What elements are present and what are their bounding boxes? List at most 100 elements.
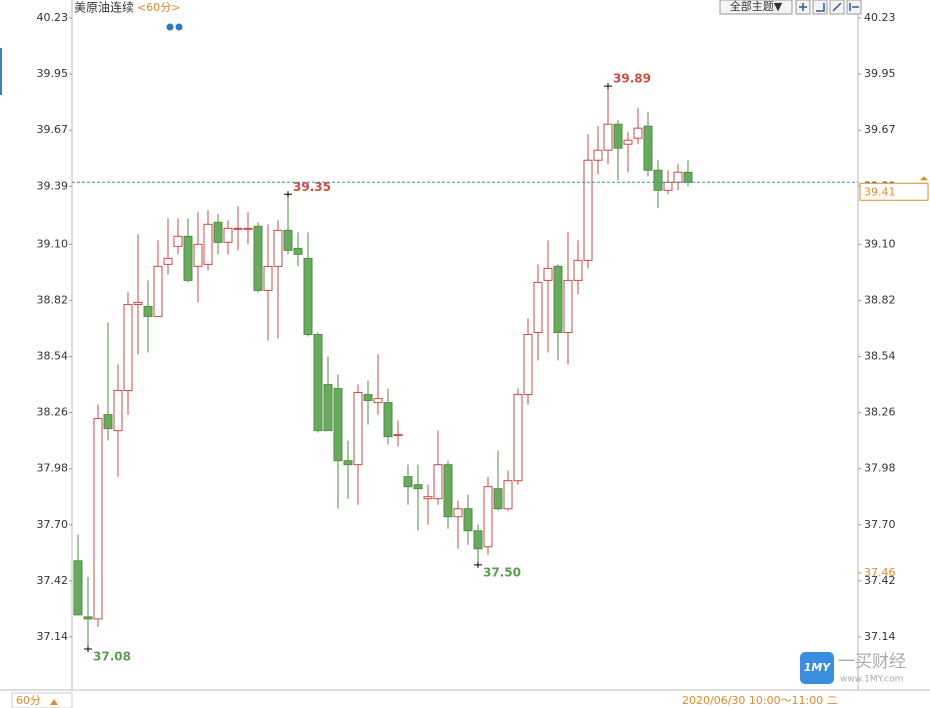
- y-tick-label: 37.14: [37, 630, 69, 643]
- candle-body: [153, 265, 163, 317]
- candle-body: [623, 139, 633, 145]
- candle-body: [633, 127, 643, 139]
- candle-body: [163, 257, 173, 265]
- extreme-marker: [604, 83, 612, 90]
- side-level-label: 37.46: [864, 566, 896, 579]
- footer-period: 60分: [16, 694, 41, 707]
- candle-body: [73, 560, 83, 616]
- candle-body: [553, 265, 563, 333]
- period-arrow: [50, 699, 58, 705]
- y-tick-label-right: 37.70: [864, 518, 896, 531]
- candle-body: [213, 221, 223, 243]
- extreme-label: 39.89: [613, 72, 651, 86]
- candle-body: [603, 123, 613, 151]
- candle-body: [403, 476, 413, 488]
- theme-button[interactable]: [719, 0, 793, 15]
- candle-body: [133, 301, 143, 305]
- candle-body: [283, 229, 293, 251]
- candle-body: [293, 247, 303, 255]
- y-tick-label: 37.42: [37, 574, 69, 587]
- footer-bar: [0, 690, 930, 708]
- y-tick-label-right: 40.23: [864, 11, 896, 24]
- y-tick-label-right: 38.82: [864, 293, 896, 306]
- y-tick-label-right: 39.10: [864, 237, 896, 250]
- candle-body: [353, 392, 363, 466]
- candle-body: [453, 508, 463, 518]
- candle-body: [473, 530, 483, 550]
- footer-time: 2020/06/30 10:00～11:00 二: [682, 694, 838, 707]
- candle-body: [583, 159, 593, 261]
- candle-body: [363, 394, 373, 402]
- candle-body: [253, 225, 263, 291]
- y-tick-label: 39.10: [37, 237, 69, 250]
- candle-body: [643, 125, 653, 171]
- y-tick-label-right: 38.26: [864, 406, 896, 419]
- candle-body: [233, 227, 243, 230]
- theme-button-label: 全部主题▼: [730, 0, 783, 13]
- candle-body: [593, 149, 603, 161]
- candle-body: [313, 333, 323, 432]
- icon-glyphs: [799, 2, 859, 12]
- candle-body: [303, 257, 313, 335]
- candle-body: [333, 388, 343, 462]
- candle-body: [563, 279, 573, 333]
- y-tick-label-right: 39.67: [864, 123, 896, 136]
- y-tick-label-right: 38.54: [864, 350, 896, 363]
- y-tick-label: 39.95: [37, 67, 69, 80]
- candle-body: [573, 259, 583, 281]
- side-marker: [0, 48, 2, 95]
- candle-body: [263, 265, 273, 291]
- logo-name: 一买财经: [838, 652, 906, 672]
- candle-body: [613, 123, 623, 149]
- extreme-marker: [474, 561, 482, 568]
- current-price-label: 39.41: [864, 185, 896, 198]
- chart-title: 美原油连续: [74, 0, 134, 15]
- candle-body: [93, 418, 103, 620]
- candle-body: [83, 616, 93, 620]
- logo-icon-text: 1MY: [804, 661, 832, 674]
- candle-body: [243, 227, 253, 230]
- candle-body: [103, 414, 113, 430]
- dot: [175, 23, 183, 31]
- candle-body: [383, 402, 393, 438]
- candle-body: [663, 181, 673, 191]
- extreme-label: 39.35: [293, 180, 331, 194]
- candle-body: [203, 223, 213, 265]
- candle-body: [223, 227, 233, 243]
- y-tick-label: 38.82: [37, 293, 69, 306]
- y-tick-label-right: 39.95: [864, 67, 896, 80]
- icon-button[interactable]: [812, 0, 828, 15]
- candle-body: [373, 398, 383, 404]
- period-link[interactable]: <60分>: [137, 1, 180, 14]
- candle-body: [323, 384, 333, 432]
- candle-body: [113, 390, 123, 432]
- y-tick-label: 37.98: [37, 462, 69, 475]
- candle-body: [523, 333, 533, 396]
- candle-body: [493, 488, 503, 510]
- y-tick-label-right: 37.98: [864, 462, 896, 475]
- y-tick-label: 39.39: [37, 179, 69, 192]
- candle-body: [143, 305, 153, 317]
- plot: 40.2340.2339.9539.9539.6739.6739.3939.39…: [37, 11, 929, 707]
- candle-body: [673, 171, 683, 183]
- candle-body: [683, 171, 693, 183]
- candle-body: [273, 229, 283, 267]
- candle-body: [463, 508, 473, 532]
- candle-body: [173, 235, 183, 247]
- logo-icon: [800, 652, 834, 684]
- y-tick-label: 38.26: [37, 406, 69, 419]
- dot: [166, 23, 174, 31]
- current-price-box: [859, 182, 929, 201]
- extreme-label: 37.08: [93, 649, 131, 663]
- candle-body: [483, 486, 493, 548]
- y-tick-label: 38.54: [37, 350, 69, 363]
- y-tick-label-right: 37.42: [864, 574, 896, 587]
- candle-body: [343, 460, 353, 466]
- extreme-label: 37.50: [483, 565, 521, 579]
- candle-body: [413, 484, 423, 490]
- y-tick-label: 39.67: [37, 123, 69, 136]
- y-tick-label-right: 37.14: [864, 630, 896, 643]
- logo-url: www.1MY.com: [840, 675, 903, 685]
